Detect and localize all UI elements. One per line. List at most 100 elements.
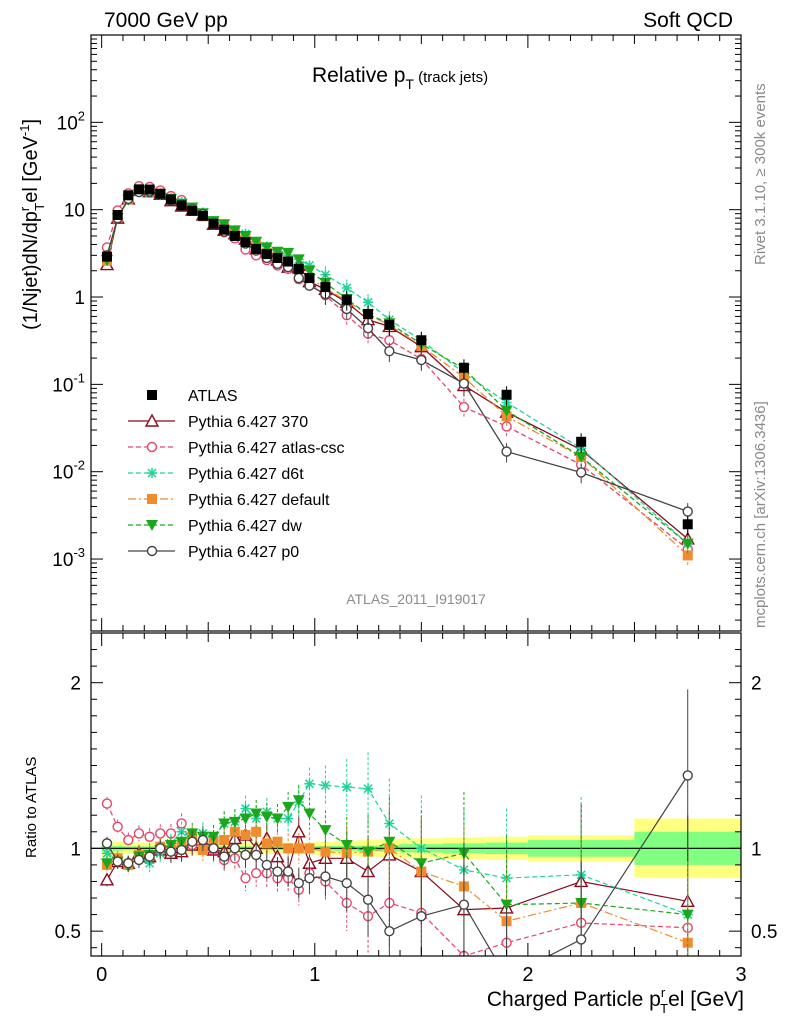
ratio-frame: [90, 632, 742, 957]
main-title: Relative pT (track jets): [312, 64, 488, 92]
legend-label-atlascsc: Pythia 6.427 atlas-csc: [188, 440, 345, 457]
point-d6t-22: [363, 297, 374, 308]
header-right: Soft QCD: [643, 9, 733, 32]
ratio-point-dw-13: [239, 813, 252, 825]
analysis-id: ATLAS_2011_I919017: [346, 591, 486, 607]
ratio-point-dw-21: [340, 840, 353, 852]
ratio-point-atlascsc-0: [101, 798, 113, 809]
line-dw: [106, 190, 689, 545]
ytick-label-ratio-2: 2: [70, 674, 81, 695]
series-default: [101, 185, 693, 567]
ratio-point-atlascsc-3: [133, 828, 145, 839]
point-atlas-21: [341, 294, 352, 305]
legend-label-atlas: ATLAS: [188, 388, 238, 405]
point-atlas-12: [229, 230, 240, 241]
main-title-text: Relative p: [312, 64, 405, 87]
ratio-point-d6t-0: [101, 848, 112, 859]
xlabel-sup: r: [661, 985, 666, 1000]
point-atlas-22: [363, 308, 374, 319]
ratio-point-p0-7: [176, 844, 187, 856]
point-atlas-9: [197, 210, 208, 221]
ratio-point-p0-18: [293, 877, 304, 889]
point-atlas-7: [176, 200, 187, 211]
ratio-point-p0-4: [144, 851, 155, 862]
ytick-label-ratio-0: 0.5: [55, 922, 81, 943]
point-dw-28: [681, 538, 694, 550]
ratio-point-default-20: [320, 846, 331, 857]
ratio-point-p0-12: [229, 843, 241, 854]
point-atlas-24: [416, 335, 427, 346]
ratio-point-atlascsc-1: [112, 821, 123, 832]
ratio-point-default-11: [219, 835, 230, 846]
point-atlas-6: [165, 194, 176, 205]
ratio-point-p370-18: [291, 824, 306, 838]
ratio-point-p0-27: [575, 934, 587, 945]
point-atlas-11: [219, 224, 230, 235]
legend-label-d6t: Pythia 6.427 d6t: [188, 466, 304, 483]
legend-marker-atlas: [147, 390, 157, 400]
ratio-point-dw-16: [271, 813, 284, 825]
ylabel-sup: r: [17, 206, 32, 211]
point-atlas-17: [283, 256, 294, 267]
ratio-point-atlascsc-14: [250, 867, 262, 879]
main-frame: [90, 34, 742, 632]
line-d6t: [106, 191, 689, 545]
point-atlascsc-25: [458, 401, 470, 413]
ytick-label-ratio-1: 1: [70, 839, 81, 860]
ylabel-sup2: -1: [17, 125, 32, 137]
ratio-point-p0-3: [133, 854, 145, 866]
ratio-point-p0-24: [416, 911, 427, 922]
point-p0-26: [501, 446, 512, 457]
point-dw-18: [292, 254, 305, 266]
ratio-point-dw-12: [228, 816, 241, 828]
main-title-sub: T: [405, 76, 414, 92]
y-axis-label: (1/Njet)dN/dprTel [GeV-1]: [17, 119, 47, 330]
legend-item-p0: Pythia 6.427 p0: [128, 544, 299, 561]
legend-label-p370: Pythia 6.427 370: [188, 414, 308, 431]
ratio-point-dw-19: [303, 808, 316, 820]
ratio-point-dw-11: [218, 818, 231, 830]
point-p0-22: [362, 322, 374, 334]
point-dw-14: [250, 236, 263, 248]
legend-label-default: Pythia 6.427 default: [188, 492, 330, 509]
ylabel-text: (1/Njet)dN/dp: [20, 211, 42, 330]
ytick-label-main-5: 102: [57, 108, 85, 134]
main-title-paren: (track jets): [414, 69, 488, 86]
ratio-point-dw-14: [250, 808, 263, 820]
ratio-point-default-14: [251, 826, 262, 837]
ytick-label-ratio-right-1: 1: [751, 839, 762, 860]
ratio-point-dw-17: [282, 801, 295, 813]
ratio-point-p0-28: [682, 770, 693, 781]
ratio-point-dw-23: [383, 836, 396, 848]
point-dw-27: [575, 451, 588, 463]
ratio-point-d6t-19: [304, 778, 315, 789]
ratio-point-dw-18: [292, 795, 305, 807]
ratio-point-atlascsc-13: [240, 872, 251, 884]
point-atlas-13: [240, 237, 251, 248]
ratio-point-p0-14: [250, 849, 262, 861]
ylabel-post: el [GeV: [20, 135, 42, 202]
ratio-point-p0-16: [272, 866, 283, 877]
ratio-point-dw-26: [500, 899, 513, 911]
legend-item-atlascsc: Pythia 6.427 atlas-csc: [128, 440, 345, 457]
ratio-series-p0: [101, 689, 693, 956]
ratio-point-p0-22: [362, 894, 374, 905]
point-atlas-5: [155, 188, 166, 199]
legend-item-dw: Pythia 6.427 dw: [128, 518, 302, 535]
ratio-point-p0-1: [112, 856, 123, 867]
point-atlas-16: [272, 252, 283, 263]
ratio-point-p0-15: [261, 859, 273, 871]
point-atlas-18: [293, 263, 304, 274]
ratio-line-atlascsc: [106, 803, 688, 956]
ratio-point-atlascsc-4: [144, 831, 155, 842]
point-p0-18: [293, 272, 304, 284]
legend-item-atlas: ATLAS: [147, 388, 238, 405]
ratio-point-p0-19: [304, 872, 315, 884]
ratio-point-p370-0: [99, 872, 115, 886]
xtick-label-1: 1: [309, 964, 320, 986]
ratio-point-default-19: [304, 843, 315, 854]
line-p370: [106, 189, 689, 540]
ratio-point-default-28: [682, 937, 693, 948]
point-atlas-27: [576, 436, 587, 447]
legend-marker-p370: [144, 413, 160, 427]
